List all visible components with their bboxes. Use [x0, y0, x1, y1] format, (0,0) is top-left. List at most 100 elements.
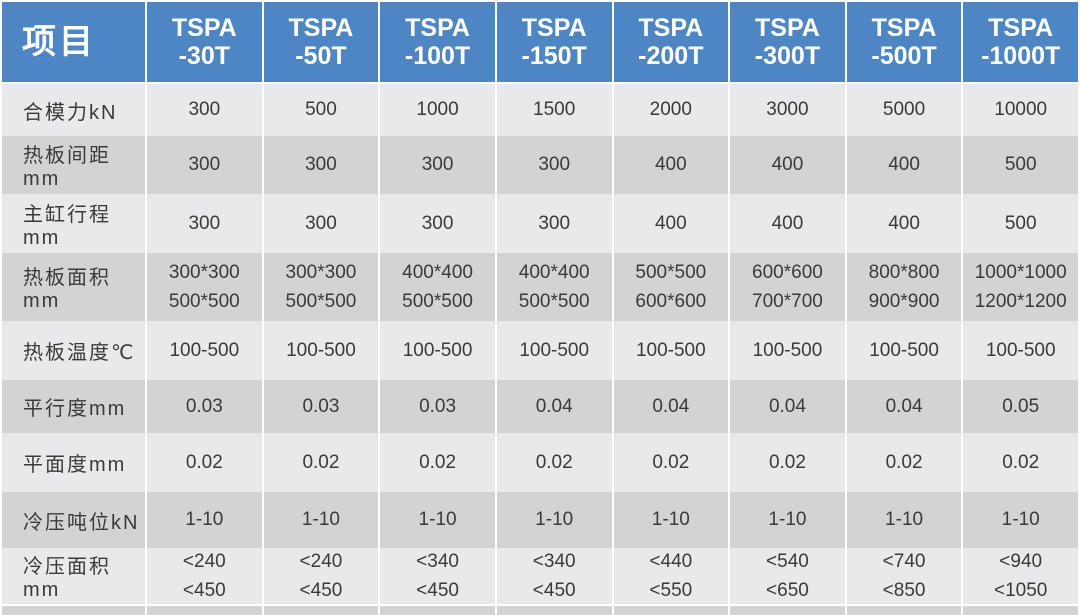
table-cell: 1-10	[846, 492, 962, 548]
row-label-2: 主缸行程mm	[2, 194, 145, 253]
table-cell: 400	[846, 136, 962, 194]
table-cell: 300	[496, 194, 612, 253]
table-cell: 100-500	[730, 321, 845, 380]
table-cell: 1-10	[496, 492, 612, 548]
table-cell: 400	[613, 194, 729, 253]
row-label-1: 热板间距mm	[2, 136, 145, 194]
table-cell: 0.04	[613, 380, 729, 433]
table-cell: 0.02	[963, 433, 1078, 492]
table-bottom-strip-cell	[963, 604, 1078, 615]
table-cell: 0.02	[147, 433, 262, 492]
table-bottom-strip-cell	[730, 604, 845, 615]
table-bottom-strip-cell	[263, 604, 379, 615]
table-cell: 0.04	[496, 380, 612, 433]
table-cell: 800*800 900*900	[846, 253, 962, 321]
table-cell: <240 <450	[147, 548, 262, 604]
table-cell: 1-10	[963, 492, 1078, 548]
table-cell: 0.03	[380, 380, 495, 433]
table-cell: 100-500	[496, 321, 612, 380]
table-cell: <340 <450	[380, 548, 495, 604]
table-cell: 0.02	[613, 433, 729, 492]
column-header-tspa-300t: TSPA -300T	[730, 2, 845, 84]
table-cell: 1000	[380, 84, 495, 136]
table-cell: 0.03	[147, 380, 262, 433]
table-bottom-strip-cell	[613, 604, 729, 615]
table-cell: 500	[963, 136, 1078, 194]
table-cell: 300*300 500*500	[263, 253, 379, 321]
table-cell: 600*600 700*700	[730, 253, 845, 321]
table-cell: 300	[147, 136, 262, 194]
table-cell: 300*300 500*500	[147, 253, 262, 321]
table-cell: 2000	[613, 84, 729, 136]
table-cell: <740 <850	[846, 548, 962, 604]
column-header-tspa-150t: TSPA -150T	[496, 2, 612, 84]
table-cell: 400	[730, 136, 845, 194]
table-cell: 0.02	[380, 433, 495, 492]
table-cell: 500	[963, 194, 1078, 253]
table-cell: 500	[263, 84, 379, 136]
table-cell: 400*400 500*500	[496, 253, 612, 321]
column-header-tspa-200t: TSPA -200T	[613, 2, 729, 84]
table-cell: 1500	[496, 84, 612, 136]
table-cell: 500*500 600*600	[613, 253, 729, 321]
table-cell: 1-10	[380, 492, 495, 548]
table-cell: 10000	[963, 84, 1078, 136]
table-cell: 400	[613, 136, 729, 194]
table-cell: 1000*1000 1200*1200	[963, 253, 1078, 321]
table-cell: 400	[730, 194, 845, 253]
table-cell: 1-10	[730, 492, 845, 548]
table-bottom-strip-cell	[2, 604, 145, 615]
table-cell: 0.02	[496, 433, 612, 492]
column-header-tspa-1000t: TSPA -1000T	[963, 2, 1078, 84]
table-cell: 0.05	[963, 380, 1078, 433]
table-cell: 100-500	[846, 321, 962, 380]
row-label-4: 热板温度℃	[2, 321, 145, 380]
table-cell: 0.02	[263, 433, 379, 492]
table-cell: <940 <1050	[963, 548, 1078, 604]
table-cell: 100-500	[963, 321, 1078, 380]
item-column-header: 项目	[2, 2, 145, 84]
table-cell: 0.03	[263, 380, 379, 433]
table-cell: 400	[846, 194, 962, 253]
table-bottom-strip-cell	[380, 604, 495, 615]
column-header-tspa-100t: TSPA -100T	[380, 2, 495, 84]
row-label-7: 冷压吨位kN	[2, 492, 145, 548]
table-cell: 100-500	[263, 321, 379, 380]
table-cell: 0.04	[846, 380, 962, 433]
row-label-3: 热板面积mm	[2, 253, 145, 321]
table-cell: 100-500	[613, 321, 729, 380]
table-cell: 100-500	[380, 321, 495, 380]
table-cell: 0.02	[846, 433, 962, 492]
table-cell: 0.04	[730, 380, 845, 433]
table-cell: 300	[496, 136, 612, 194]
table-cell: 300	[263, 136, 379, 194]
column-header-tspa-500t: TSPA -500T	[846, 2, 962, 84]
row-label-0: 合模力kN	[2, 84, 145, 136]
table-cell: <340 <450	[496, 548, 612, 604]
row-label-5: 平行度mm	[2, 380, 145, 433]
row-label-8: 冷压面积mm	[2, 548, 145, 604]
table-cell: 300	[263, 194, 379, 253]
table-cell: 3000	[730, 84, 845, 136]
table-cell: 400*400 500*500	[380, 253, 495, 321]
table-cell: <540 <650	[730, 548, 845, 604]
table-cell: <440 <550	[613, 548, 729, 604]
table-bottom-strip-cell	[496, 604, 612, 615]
table-cell: 300	[380, 136, 495, 194]
table-bottom-strip-cell	[846, 604, 962, 615]
table-cell: 1-10	[263, 492, 379, 548]
table-cell: 100-500	[147, 321, 262, 380]
table-cell: 0.02	[730, 433, 845, 492]
table-cell: <240 <450	[263, 548, 379, 604]
table-cell: 300	[380, 194, 495, 253]
table-bottom-strip-cell	[147, 604, 262, 615]
column-header-tspa-30t: TSPA -30T	[147, 2, 262, 84]
table-cell: 300	[147, 194, 262, 253]
row-label-6: 平面度mm	[2, 433, 145, 492]
table-cell: 5000	[846, 84, 962, 136]
table-cell: 300	[147, 84, 262, 136]
table-cell: 1-10	[613, 492, 729, 548]
column-header-tspa-50t: TSPA -50T	[263, 2, 379, 84]
